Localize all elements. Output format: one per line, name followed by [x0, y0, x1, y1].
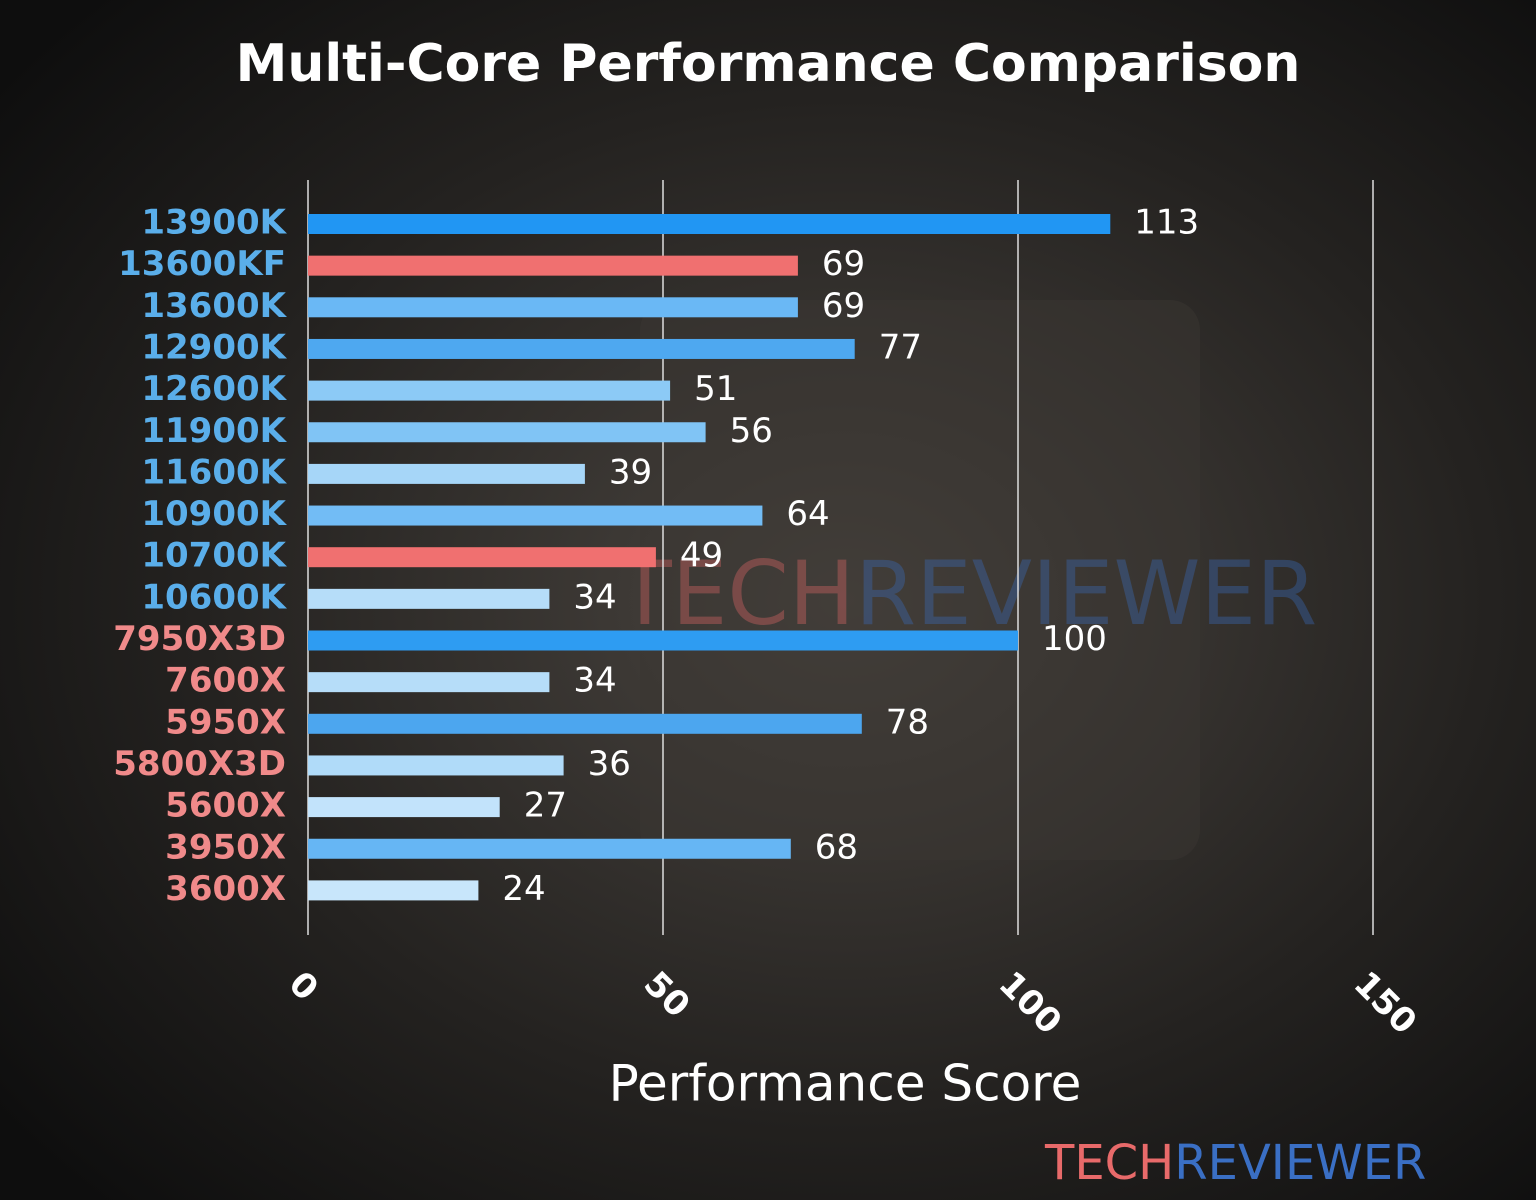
bar: [308, 838, 791, 859]
y-tick-label: 13900K: [141, 203, 287, 243]
watermark-text: TECHREVIEWER: [1044, 1135, 1426, 1191]
value-label: 77: [879, 327, 922, 367]
value-label: 49: [680, 536, 723, 576]
bar: [308, 338, 855, 359]
bar: [308, 297, 798, 318]
watermark-part: TECH: [617, 542, 855, 645]
watermark: TECHREVIEWER: [617, 542, 1317, 645]
value-label: 36: [588, 744, 631, 784]
watermark-part: TECH: [1044, 1135, 1174, 1191]
y-tick-label: 12900K: [141, 327, 287, 367]
bar: [308, 672, 550, 693]
y-tick-label: 5950X: [165, 702, 286, 742]
value-label: 100: [1042, 619, 1107, 659]
logo: TECHREVIEWER: [1044, 1135, 1426, 1191]
watermark-part: REVIEWER: [855, 542, 1317, 645]
y-tick-label: 11600K: [141, 452, 287, 492]
y-tick-label: 3950X: [165, 827, 286, 867]
watermark-part: REVIEWER: [1174, 1135, 1426, 1191]
y-tick-label: 7950X3D: [113, 619, 286, 659]
bar: [308, 755, 564, 776]
value-label: 69: [822, 286, 865, 326]
value-label: 68: [815, 827, 858, 867]
bar: [308, 380, 671, 401]
y-tick-label: 3600X: [165, 869, 286, 909]
value-label: 34: [573, 577, 616, 617]
y-tick-label: 11900K: [141, 411, 287, 451]
bar: [308, 880, 479, 901]
bar: [308, 797, 500, 818]
bar: [308, 255, 798, 276]
bar: [308, 422, 706, 443]
value-label: 113: [1134, 203, 1199, 243]
value-label: 27: [524, 786, 567, 826]
y-tick-label: 5800X3D: [113, 744, 286, 784]
value-label: 78: [886, 702, 929, 742]
y-tick-label: 10900K: [141, 494, 287, 534]
y-tick-label: 13600K: [141, 286, 287, 326]
value-label: 24: [502, 869, 545, 909]
y-tick-label: 10600K: [141, 577, 287, 617]
bar: [308, 588, 550, 609]
y-tick-label: 5600X: [165, 786, 286, 826]
y-tick-label: 13600KF: [118, 244, 286, 284]
y-tick-label: 12600K: [141, 369, 287, 409]
x-axis-label: Performance Score: [609, 1055, 1082, 1113]
bar: [308, 547, 656, 568]
value-label: 69: [822, 244, 865, 284]
chart-title: Multi-Core Performance Comparison: [236, 34, 1301, 94]
value-label: 51: [694, 369, 737, 409]
y-tick-label: 10700K: [141, 536, 287, 576]
bar: [308, 214, 1111, 234]
y-tick-label: 7600X: [165, 661, 286, 701]
bar: [308, 463, 585, 484]
value-label: 64: [786, 494, 829, 534]
value-label: 56: [730, 411, 773, 451]
bar: [308, 630, 1018, 651]
bar: [308, 505, 763, 526]
value-label: 39: [609, 452, 652, 492]
bar: [308, 713, 862, 734]
value-label: 34: [573, 661, 616, 701]
watermark-text: TECHREVIEWER: [617, 542, 1317, 645]
